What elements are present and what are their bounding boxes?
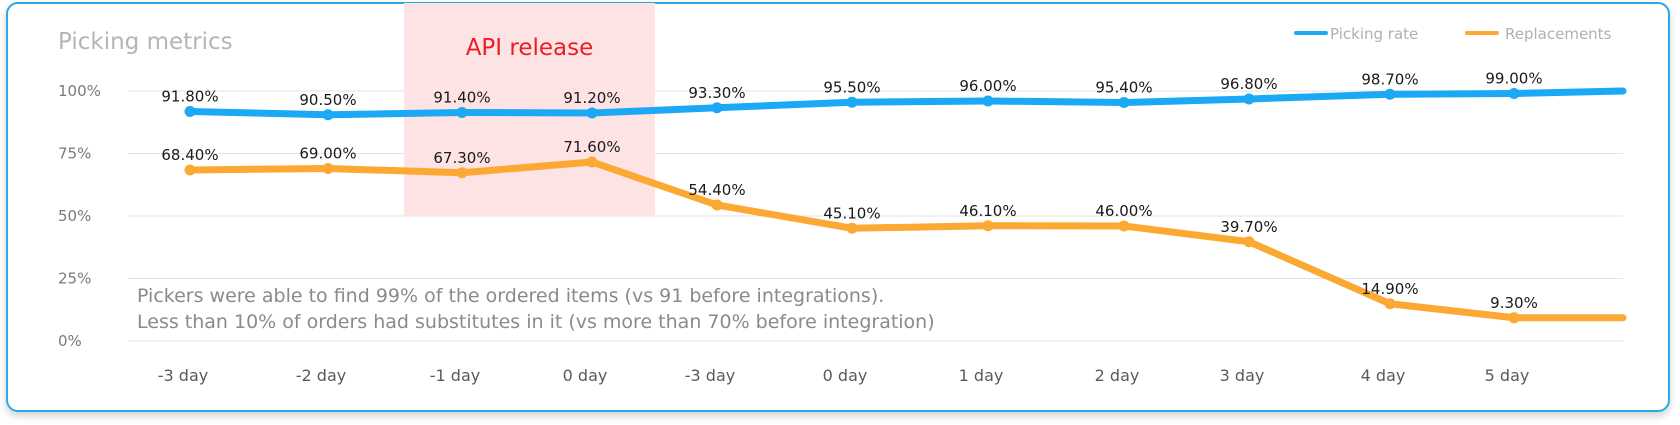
annotation-line-1: Pickers were able to find 99% of the ord… bbox=[137, 285, 884, 307]
series: 91.80% 90.50% 91.40% 91.20% 93.30% 95.50% 96.0… bbox=[161, 70, 1627, 324]
x-tick-label: 0 day bbox=[563, 366, 608, 385]
series-picking-rate: 91.80% 90.50% 91.40% 91.20% 93.30% 95.50% 96.0… bbox=[161, 70, 1627, 121]
y-tick-label: 0% bbox=[58, 332, 82, 350]
data-point bbox=[184, 106, 196, 117]
data-label: 9.30% bbox=[1490, 294, 1538, 312]
data-label: 39.70% bbox=[1220, 218, 1277, 236]
data-point bbox=[1118, 220, 1130, 232]
chart-card bbox=[6, 2, 1670, 412]
data-label: 14.90% bbox=[1361, 280, 1418, 298]
data-label: 95.40% bbox=[1095, 79, 1152, 97]
data-point bbox=[1384, 88, 1396, 100]
data-point bbox=[1508, 312, 1520, 324]
data-label: 68.40% bbox=[161, 146, 218, 164]
data-point bbox=[846, 222, 858, 234]
data-label: 54.40% bbox=[688, 181, 745, 199]
data-label: 96.80% bbox=[1220, 75, 1277, 93]
legend-label-replacements: Replacements bbox=[1505, 25, 1612, 43]
data-point bbox=[1243, 236, 1255, 248]
data-point bbox=[456, 107, 468, 118]
x-tick-label: 5 day bbox=[1485, 366, 1530, 385]
data-label: 91.20% bbox=[563, 89, 620, 107]
x-tick-label: -2 day bbox=[296, 366, 346, 385]
x-tick-label: 3 day bbox=[1220, 366, 1265, 385]
data-point bbox=[322, 109, 334, 121]
data-label: 96.00% bbox=[959, 77, 1016, 95]
x-tick-label: 2 day bbox=[1095, 366, 1140, 385]
legend-label-picking-rate: Picking rate bbox=[1330, 25, 1418, 43]
data-point bbox=[586, 107, 598, 119]
data-label: 93.30% bbox=[688, 84, 745, 102]
x-tick-label: 1 day bbox=[959, 366, 1004, 385]
data-point bbox=[846, 96, 858, 108]
data-label: 95.50% bbox=[823, 78, 880, 96]
y-tick-label: 50% bbox=[58, 207, 91, 225]
data-label: 46.00% bbox=[1095, 202, 1152, 220]
data-label: 98.70% bbox=[1361, 70, 1418, 88]
data-label: 91.40% bbox=[433, 89, 490, 107]
y-tick-label: 75% bbox=[58, 145, 91, 163]
data-point bbox=[586, 156, 598, 168]
data-point bbox=[982, 95, 994, 107]
series-line bbox=[186, 87, 1627, 119]
x-tick-label: -3 day bbox=[158, 366, 208, 385]
x-tick-label: -1 day bbox=[430, 366, 480, 385]
data-point bbox=[456, 167, 468, 179]
data-point bbox=[1384, 298, 1396, 310]
annotation-line-2: Less than 10% of orders had substitutes … bbox=[137, 311, 935, 333]
chart-title: Picking metrics bbox=[58, 29, 233, 55]
x-axis-ticks: -3 day -2 day -1 day 0 day -3 day 0 day 1 day 2… bbox=[158, 366, 1530, 385]
series-line bbox=[186, 158, 1627, 322]
gridlines bbox=[128, 90, 1623, 342]
y-axis-ticks: 100% 75% 50% 25% 0% bbox=[58, 82, 101, 350]
series-replacements: 68.40% 69.00% 67.30% 71.60% 54.40% 45.10% 46.1… bbox=[161, 138, 1627, 324]
api-release-label: API release bbox=[466, 35, 594, 61]
data-point bbox=[1508, 88, 1520, 99]
data-point bbox=[322, 163, 334, 174]
x-tick-label: -3 day bbox=[685, 366, 735, 385]
legend: Picking rate Replacements bbox=[1294, 25, 1612, 43]
data-point bbox=[1243, 93, 1255, 105]
x-tick-label: 4 day bbox=[1361, 366, 1406, 385]
data-label: 67.30% bbox=[433, 149, 490, 167]
data-point bbox=[184, 164, 196, 176]
data-label: 69.00% bbox=[299, 145, 356, 163]
data-label: 91.80% bbox=[161, 88, 218, 106]
data-label: 45.10% bbox=[823, 204, 880, 222]
data-point bbox=[711, 199, 723, 211]
x-tick-label: 0 day bbox=[823, 366, 868, 385]
data-point bbox=[982, 220, 994, 232]
data-label: 46.10% bbox=[959, 202, 1016, 220]
data-label: 99.00% bbox=[1485, 70, 1542, 88]
y-tick-label: 25% bbox=[58, 270, 91, 288]
data-label: 71.60% bbox=[563, 138, 620, 156]
data-point bbox=[711, 102, 723, 114]
data-label: 90.50% bbox=[299, 91, 356, 109]
y-tick-label: 100% bbox=[58, 82, 101, 100]
data-point bbox=[1118, 97, 1130, 108]
